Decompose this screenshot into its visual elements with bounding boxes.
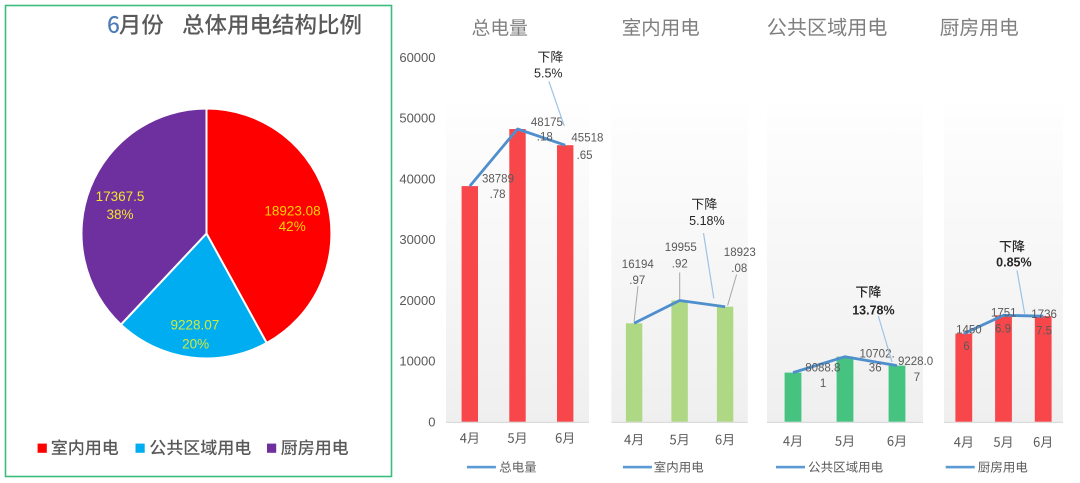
svg-text:.18: .18 bbox=[537, 132, 553, 144]
svg-text:38%: 38% bbox=[106, 207, 133, 222]
svg-text:10702.: 10702. bbox=[860, 348, 895, 360]
svg-text:1736: 1736 bbox=[1031, 309, 1057, 321]
svg-text:20000: 20000 bbox=[399, 293, 435, 308]
svg-text:45518: 45518 bbox=[571, 132, 603, 144]
svg-text:1751: 1751 bbox=[991, 307, 1017, 319]
svg-text:48175: 48175 bbox=[531, 117, 563, 129]
svg-text:18923: 18923 bbox=[724, 247, 756, 259]
svg-text:0.85%: 0.85% bbox=[996, 255, 1031, 269]
svg-text:0: 0 bbox=[428, 414, 435, 429]
svg-text:5.5%: 5.5% bbox=[534, 67, 563, 81]
svg-text:.92: .92 bbox=[672, 258, 688, 270]
svg-text:9228.0: 9228.0 bbox=[898, 356, 933, 368]
svg-text:18923.08: 18923.08 bbox=[264, 204, 320, 219]
svg-text:6: 6 bbox=[963, 341, 969, 353]
svg-text:6.9: 6.9 bbox=[995, 324, 1011, 336]
svg-text:10000: 10000 bbox=[399, 354, 435, 369]
svg-text:.08: .08 bbox=[731, 263, 747, 275]
svg-text:.78: .78 bbox=[490, 189, 506, 201]
svg-text:17367.5: 17367.5 bbox=[96, 189, 145, 204]
svg-text:50000: 50000 bbox=[399, 111, 435, 126]
svg-text:.97: .97 bbox=[629, 275, 645, 287]
svg-text:19955: 19955 bbox=[665, 242, 697, 254]
svg-text:30000: 30000 bbox=[399, 232, 435, 247]
svg-text:38789: 38789 bbox=[482, 174, 514, 186]
svg-text:1450: 1450 bbox=[956, 325, 982, 337]
svg-text:7: 7 bbox=[914, 372, 920, 384]
svg-text:42%: 42% bbox=[279, 219, 306, 234]
svg-text:9228.07: 9228.07 bbox=[170, 318, 219, 333]
svg-text:20%: 20% bbox=[182, 337, 209, 352]
svg-text:5.18%: 5.18% bbox=[689, 214, 724, 228]
svg-text:7.5: 7.5 bbox=[1036, 325, 1052, 337]
svg-text:16194: 16194 bbox=[622, 259, 655, 271]
svg-text:8088.8: 8088.8 bbox=[805, 362, 840, 374]
svg-text:36: 36 bbox=[869, 363, 882, 375]
svg-text:60000: 60000 bbox=[399, 50, 435, 65]
svg-text:.65: .65 bbox=[577, 150, 593, 162]
svg-text:13.78%: 13.78% bbox=[852, 303, 894, 317]
svg-text:40000: 40000 bbox=[399, 171, 435, 186]
svg-text:1: 1 bbox=[820, 378, 826, 390]
